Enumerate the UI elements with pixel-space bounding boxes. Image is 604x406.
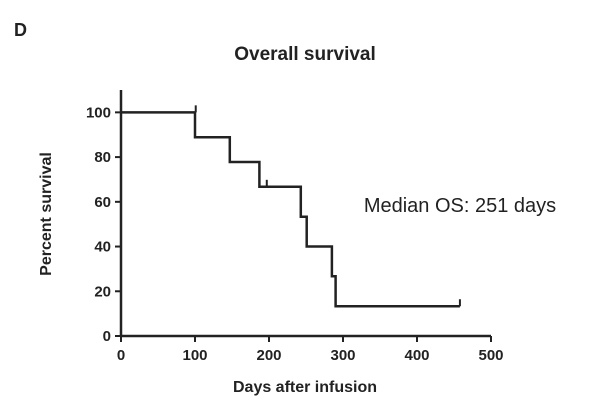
chart-title: Overall survival	[234, 44, 376, 65]
panel-label: D	[14, 20, 27, 40]
x-axis-label: Days after infusion	[233, 379, 377, 396]
x-tick-label: 300	[330, 347, 355, 364]
axis-ticks: 0 100 200 300 400 500 0 20 40 60 80 100	[86, 104, 504, 364]
y-tick-label: 20	[94, 283, 111, 300]
x-tick-label: 200	[256, 347, 281, 364]
x-tick-label: 0	[117, 347, 125, 364]
y-tick-label: 100	[86, 104, 111, 121]
median-os-annotation: Median OS: 251 days	[364, 195, 556, 217]
y-tick-label: 0	[103, 328, 111, 345]
survival-curve	[121, 111, 460, 308]
y-tick-label: 40	[94, 239, 111, 256]
y-tick-label: 80	[94, 149, 111, 166]
x-tick-label: 100	[182, 347, 207, 364]
x-tick-label: 500	[478, 347, 503, 364]
plot-area	[121, 105, 461, 308]
x-tick-label: 400	[404, 347, 429, 364]
y-axis-label: Percent survival	[38, 152, 55, 276]
y-tick-label: 60	[94, 194, 111, 211]
